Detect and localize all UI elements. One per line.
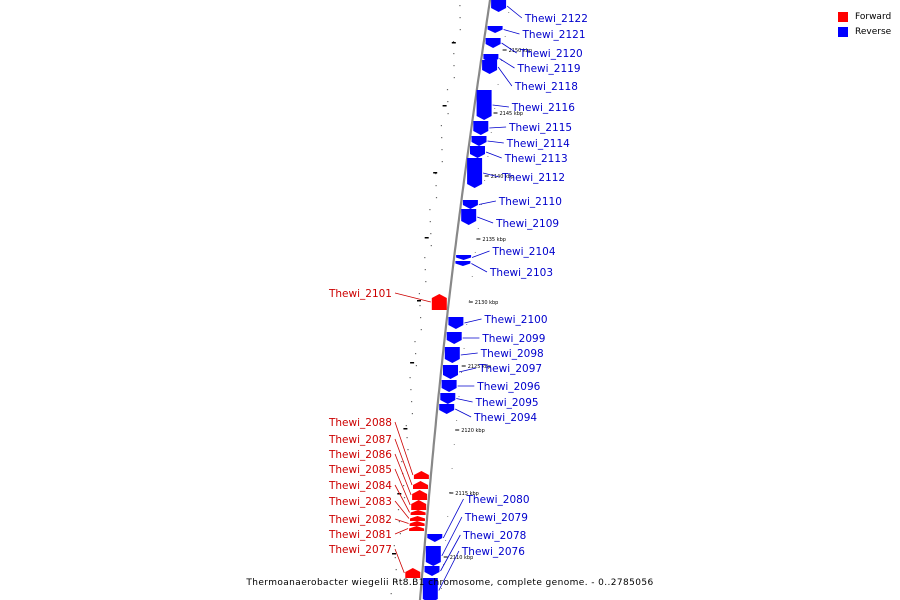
gene-label-thewi_2122[interactable]: Thewi_2122 [524,13,588,25]
gene-label-thewi_2082[interactable]: Thewi_2082 [328,514,392,526]
gene-feature-thewi_2081[interactable] [409,526,425,531]
gene-label-thewi_2084[interactable]: Thewi_2084 [328,480,392,492]
gene-feature-thewi_2113[interactable] [470,146,485,158]
gene-label-thewi_2118[interactable]: Thewi_2118 [514,81,578,93]
gene-feature-thewi_2078[interactable] [424,566,440,576]
gene-label-thewi_2101[interactable]: Thewi_2101 [328,288,392,300]
scale-tick-label: 2135 kbp [482,237,506,243]
gene-label-thewi_2079[interactable]: Thewi_2079 [464,512,528,524]
gene-feature-thewi_2112[interactable] [467,158,483,188]
gene-feature-thewi_2076[interactable] [422,578,438,600]
scale-tick-label: 2150 kbp [509,48,533,54]
gene-label-thewi_2080[interactable]: Thewi_2080 [466,494,530,506]
gene-label-thewi_2099[interactable]: Thewi_2099 [481,333,545,345]
gene-feature-thewi_2114[interactable] [471,136,487,146]
gene-feature-thewi_2097[interactable] [443,365,458,379]
gene-label-thewi_2096[interactable]: Thewi_2096 [476,381,540,393]
gene-label-thewi_2113[interactable]: Thewi_2113 [504,153,568,165]
gene-feature-thewi_2109[interactable] [461,209,477,225]
gene-label-thewi_2081[interactable]: Thewi_2081 [328,529,392,541]
gene-label-thewi_2094[interactable]: Thewi_2094 [473,412,537,424]
scale-dots [390,5,510,595]
scale-ticks: 2150 kbp 2145 kbp 2140 kbp 2135 kbp 2130 kbp… [443,48,533,561]
scale-tick-label: 2145 kbp [500,111,524,117]
gene-feature-thewi_2122[interactable] [491,0,507,12]
forward-swatch [838,11,848,22]
gene-feature-thewi_2115[interactable] [473,121,489,135]
gene-feature-thewi_2121[interactable] [487,26,503,33]
scale-tick-label: 2125 kbp [468,364,492,370]
scale-tick-label: 2115 kbp [455,491,479,497]
scale-tick-label: 2130 kbp [475,300,499,306]
gene-label-thewi_2114[interactable]: Thewi_2114 [506,138,570,150]
gene-label-thewi_2085[interactable]: Thewi_2085 [328,464,392,476]
gene-labels: Thewi_2122 Thewi_2121 Thewi_2120 Thewi_2119… [328,13,588,558]
gene-feature-thewi_2095[interactable] [440,393,456,404]
gene-label-thewi_2088[interactable]: Thewi_2088 [328,417,392,429]
gene-feature-thewi_2082[interactable] [409,521,425,526]
scale-tick-label: 2140 kbp [491,174,515,180]
gene-label-thewi_2097[interactable]: Thewi_2097 [478,363,542,375]
gene-feature-thewi_2096[interactable] [441,380,457,392]
gene-label-thewi_2076[interactable]: Thewi_2076 [461,546,525,558]
gene-feature-thewi_2077[interactable] [405,568,421,578]
strand-legend: Forward Reverse [838,9,891,39]
gene-label-thewi_2116[interactable]: Thewi_2116 [511,102,575,114]
gene-feature-thewi_2083[interactable] [410,516,425,521]
chromosome-backbone [418,0,492,600]
gene-label-thewi_2120[interactable]: Thewi_2120 [519,48,583,60]
gene-label-thewi_2119[interactable]: Thewi_2119 [517,63,581,75]
gene-feature-thewi_2099[interactable] [446,332,462,344]
legend-forward-label: Forward [855,11,892,22]
scale-tick-label: 2120 kbp [461,428,485,434]
gene-feature-thewi_2098[interactable] [444,347,460,363]
legend-forward: Forward [838,9,891,24]
gene-label-thewi_2095[interactable]: Thewi_2095 [475,397,539,409]
gene-feature-thewi_2104[interactable] [456,255,472,260]
gene-features [405,0,507,600]
gene-feature-thewi_2101[interactable] [431,294,447,310]
gene-label-thewi_2083[interactable]: Thewi_2083 [328,496,392,508]
gene-feature-thewi_2087[interactable] [413,481,428,489]
gene-feature-thewi_2080[interactable] [427,534,443,542]
gene-feature-thewi_2079[interactable] [425,546,441,566]
gene-feature-thewi_2118[interactable] [482,60,498,74]
gene-feature-thewi_2110[interactable] [462,200,478,209]
gene-label-thewi_2077[interactable]: Thewi_2077 [328,544,392,556]
scale-tick-label: 2110 kbp [450,555,474,561]
legend-reverse: Reverse [838,24,891,39]
gene-feature-thewi_2086[interactable] [412,490,428,500]
gene-label-thewi_2078[interactable]: Thewi_2078 [462,530,526,542]
gene-label-thewi_2100[interactable]: Thewi_2100 [484,314,548,326]
gene-feature-thewi_2094[interactable] [439,404,455,414]
gene-label-thewi_2103[interactable]: Thewi_2103 [489,267,553,279]
gene-label-thewi_2115[interactable]: Thewi_2115 [508,122,572,134]
gene-label-thewi_2104[interactable]: Thewi_2104 [492,246,556,258]
legend-reverse-label: Reverse [855,26,892,37]
genome-caption: Thermoanaerobacter wiegelii Rt8.B1 chrom… [246,578,654,588]
gene-label-thewi_2098[interactable]: Thewi_2098 [480,348,544,360]
gene-label-thewi_2086[interactable]: Thewi_2086 [328,449,392,461]
gene-feature-thewi_2084[interactable] [410,510,426,515]
gene-label-thewi_2109[interactable]: Thewi_2109 [495,218,559,230]
gene-feature-thewi_2116[interactable] [476,90,492,120]
gene-feature-thewi_2088[interactable] [413,471,429,479]
gene-label-thewi_2087[interactable]: Thewi_2087 [328,434,392,446]
gene-feature-thewi_2120[interactable] [485,38,501,48]
gene-feature-thewi_2103[interactable] [455,261,471,266]
reverse-swatch [838,26,848,37]
gene-label-thewi_2112[interactable]: Thewi_2112 [501,172,565,184]
gene-feature-thewi_2100[interactable] [448,317,464,329]
gene-feature-thewi_2085[interactable] [411,500,427,510]
gene-label-thewi_2110[interactable]: Thewi_2110 [498,196,562,208]
gene-label-thewi_2121[interactable]: Thewi_2121 [522,29,586,41]
gene-leader-lines [394,5,523,591]
